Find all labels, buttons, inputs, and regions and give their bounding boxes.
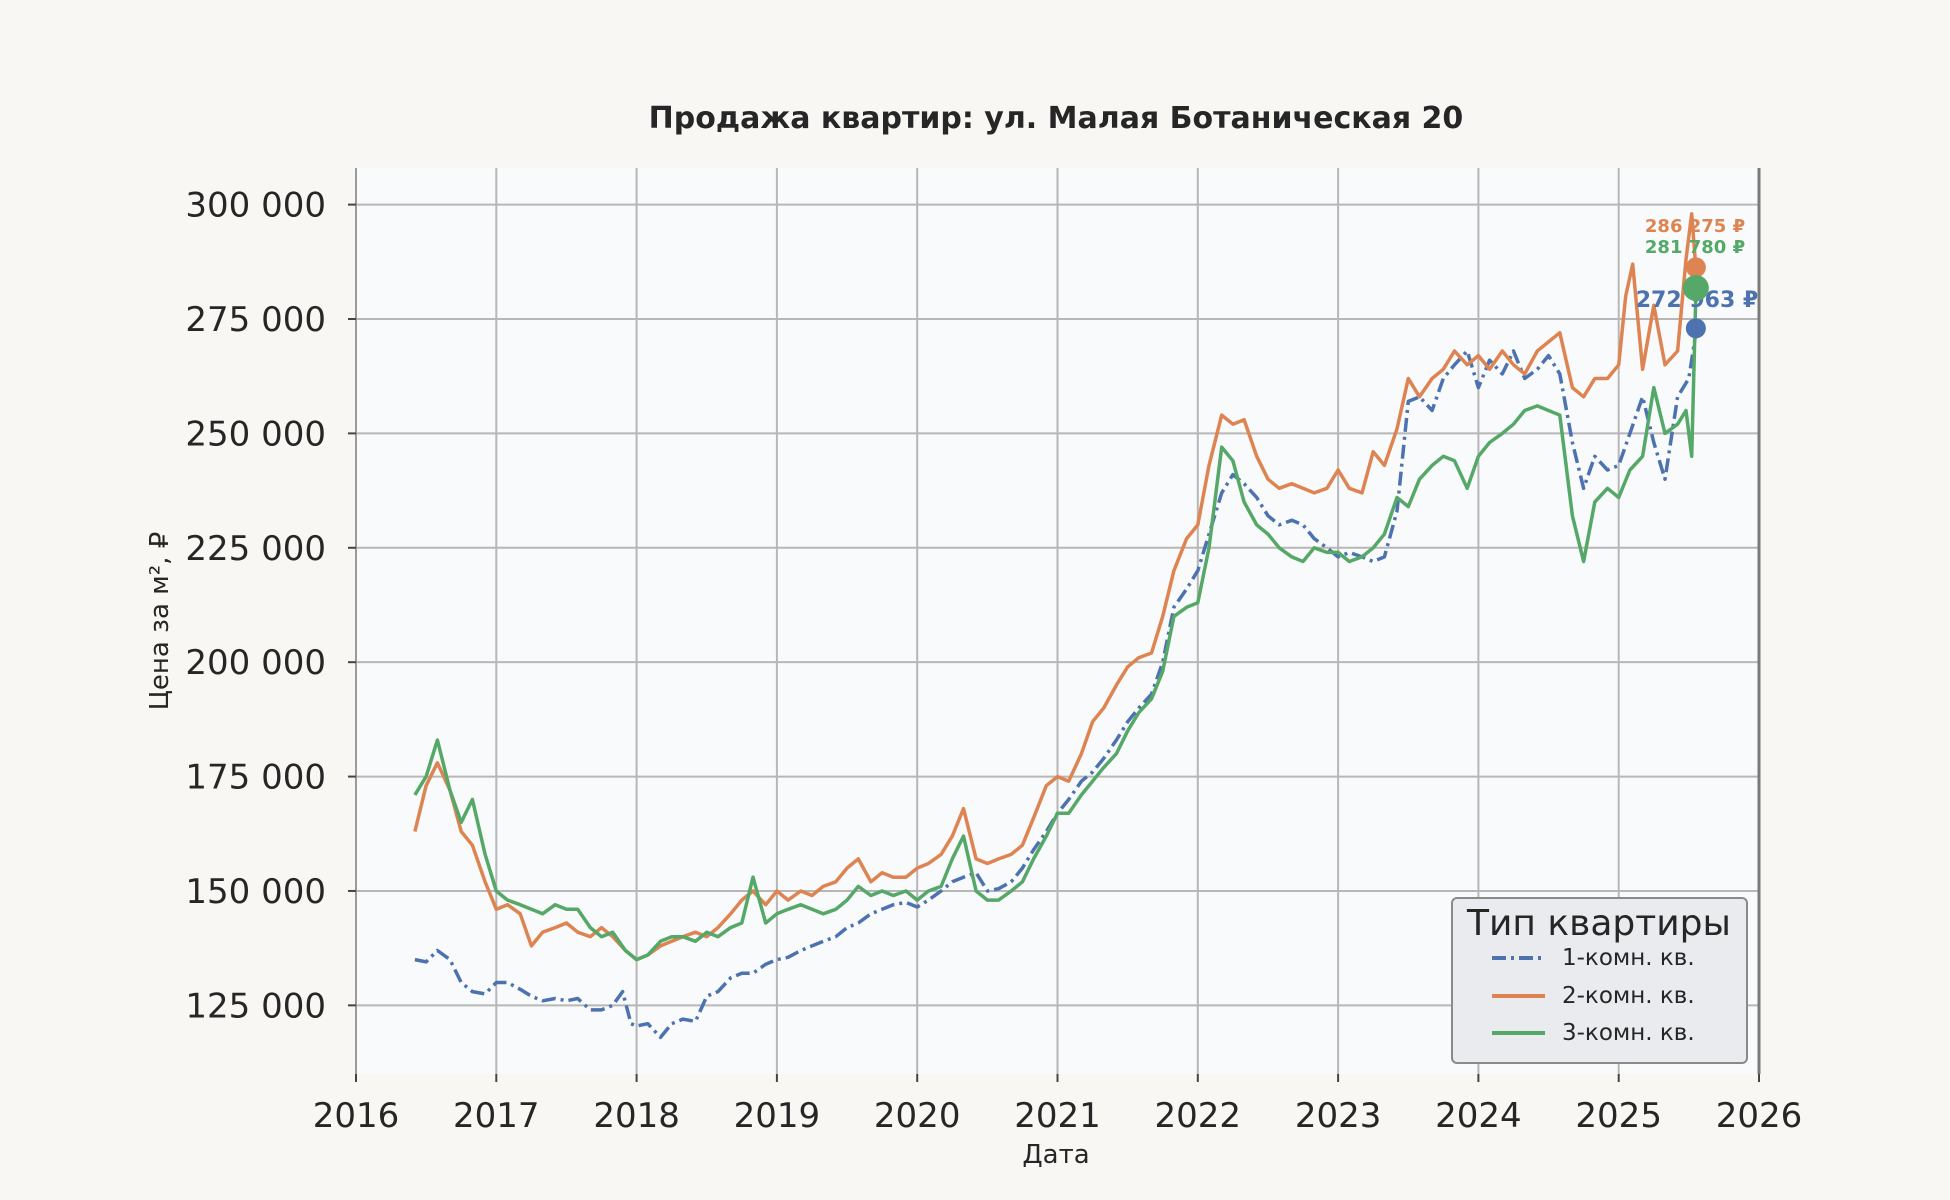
- endpoint-marker-1: [1685, 318, 1706, 339]
- legend-label-1: 1-комн. кв.: [1562, 945, 1695, 971]
- y-axis-ticks: 125 000 150 000 175 000 200 000 225 000 250 0…: [185, 186, 356, 1026]
- endpoint-marker-2: [1685, 257, 1706, 278]
- grid: [355, 168, 1760, 1074]
- y-tick-label: 150 000: [185, 872, 326, 912]
- x-tick-label: 2025: [1575, 1096, 1662, 1136]
- endpoint-label-3: 281 780 ₽: [1645, 237, 1745, 258]
- x-tick-label: 2026: [1716, 1096, 1803, 1136]
- y-axis-label: Цена за м², ₽: [145, 532, 175, 711]
- y-tick-label: 275 000: [185, 300, 326, 340]
- y-tick-label: 175 000: [185, 758, 326, 798]
- y-tick-label: 300 000: [185, 186, 326, 226]
- x-tick-label: 2020: [874, 1096, 961, 1136]
- x-tick-label: 2018: [593, 1096, 680, 1136]
- legend-box: [1451, 897, 1748, 1064]
- endpoint-label-2: 286 275 ₽: [1645, 216, 1745, 237]
- legend-title: Тип квартиры: [1466, 903, 1731, 944]
- chart-title: Продажа квартир: ул. Малая Ботаническая …: [649, 101, 1464, 136]
- x-tick-label: 2023: [1295, 1096, 1382, 1136]
- endpoint-markers: 272 963 ₽286 275 ₽281 780 ₽: [1636, 216, 1758, 339]
- series-lines: [413, 212, 1698, 1040]
- x-tick-label: 2022: [1155, 1096, 1242, 1136]
- x-axis-label: Дата: [1022, 1140, 1089, 1170]
- x-tick-label: 2017: [453, 1096, 540, 1136]
- y-tick-label: 200 000: [185, 643, 326, 683]
- series-line-3: [413, 291, 1698, 962]
- x-tick-label: 2019: [734, 1096, 821, 1136]
- x-tick-label: 2021: [1014, 1096, 1101, 1136]
- y-tick-label: 225 000: [185, 529, 326, 569]
- legend-label-3: 3-комн. кв.: [1562, 1020, 1695, 1046]
- legend-label-2: 2-комн. кв.: [1562, 983, 1695, 1009]
- x-axis-ticks: 2016 2017 2018 2019 2020 2021 2022 2023 2024 2025…: [313, 1074, 1803, 1136]
- x-tick-label: 2024: [1435, 1096, 1522, 1136]
- endpoint-marker-3: [1682, 274, 1709, 301]
- x-tick-label: 2016: [313, 1096, 400, 1136]
- y-tick-label: 250 000: [185, 414, 326, 454]
- y-tick-label: 125 000: [185, 986, 326, 1026]
- legend: Тип квартиры 1-комн. кв. 2-комн. кв. 3-ком…: [1451, 897, 1748, 1064]
- legend-items: 1-комн. кв. 2-комн. кв. 3-комн. кв.: [1492, 945, 1695, 1046]
